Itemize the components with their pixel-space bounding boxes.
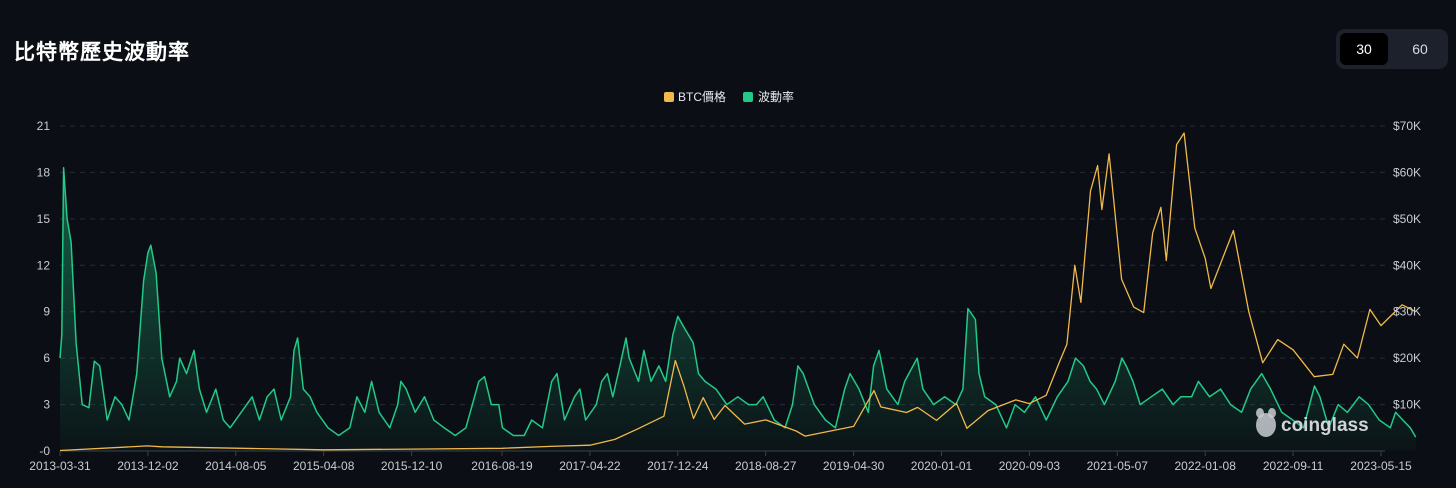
- y-axis-left: -0 3 6 9 12 15 18 21: [37, 119, 51, 458]
- volatility-line: [59, 167, 1417, 438]
- y-right-tick-label: $30K: [1393, 305, 1421, 319]
- y-left-tick-label: 18: [37, 165, 51, 179]
- x-tick-label: 2013-03-31: [29, 459, 91, 473]
- legend-label-volatility: 波動率: [758, 89, 794, 104]
- x-tick-label: 2017-04-22: [559, 459, 621, 473]
- y-right-tick-label: $10K: [1393, 398, 1421, 412]
- x-tick-label: 2018-08-27: [735, 459, 797, 473]
- x-tick-label: 2015-12-10: [381, 459, 443, 473]
- period-option-60[interactable]: 60: [1412, 41, 1428, 57]
- volatility-area: [60, 167, 1416, 452]
- btc-price-line: [59, 132, 1416, 452]
- x-tick-label: 2014-08-05: [205, 459, 267, 473]
- period-toggle: 30 60: [1336, 29, 1448, 69]
- y-axis-right: $10K $20K $30K $40K $50K $60K $70K: [1393, 119, 1421, 412]
- y-right-tick-label: $60K: [1393, 165, 1421, 179]
- y-left-tick-label: 6: [43, 351, 50, 365]
- y-right-tick-label: $40K: [1393, 258, 1421, 272]
- page-title: 比特幣歷史波動率: [14, 40, 190, 64]
- coinglass-watermark: coinglass: [1256, 408, 1369, 437]
- x-tick-label: 2022-09-11: [1263, 459, 1324, 473]
- plot-area: [59, 132, 1417, 452]
- legend-swatch-volatility: [743, 92, 753, 102]
- y-right-tick-label: $70K: [1393, 119, 1421, 133]
- x-tick-label: 2022-01-08: [1175, 459, 1237, 473]
- legend-label-price: BTC價格: [678, 89, 726, 104]
- y-left-tick-label: -0: [39, 444, 50, 458]
- x-tick-label: 2016-08-19: [471, 459, 533, 473]
- grid-lines: [60, 125, 1385, 452]
- y-left-tick-label: 3: [43, 398, 50, 412]
- watermark-text: coinglass: [1281, 415, 1369, 436]
- legend-swatch-price: [664, 92, 674, 102]
- period-option-30[interactable]: 30: [1340, 33, 1388, 65]
- y-left-tick-label: 21: [37, 119, 51, 133]
- x-tick-label: 2013-12-02: [117, 459, 179, 473]
- y-right-tick-label: $50K: [1393, 212, 1421, 226]
- x-tick-label: 2020-01-01: [911, 459, 973, 473]
- x-tick-label: 2019-04-30: [823, 459, 885, 473]
- x-tick-label: 2023-05-15: [1350, 459, 1412, 473]
- x-tick-label: 2015-04-08: [293, 459, 355, 473]
- y-left-tick-label: 15: [37, 212, 51, 226]
- x-tick-label: 2017-12-24: [647, 459, 709, 473]
- x-axis: 2013-03-31 2013-12-02 2014-08-05 2015-04-08…: [29, 451, 1412, 473]
- x-tick-label: 2021-05-07: [1087, 459, 1149, 473]
- volatility-chart: BTC價格 波動率 -0 3 6 9 12 15 18 21 $10K $20K $30K $40K…: [29, 89, 1421, 473]
- coinglass-logo-icon: [1256, 408, 1276, 437]
- y-right-tick-label: $20K: [1393, 351, 1421, 365]
- y-left-tick-label: 12: [37, 258, 51, 272]
- y-left-tick-label: 9: [43, 305, 50, 319]
- chart-legend[interactable]: BTC價格 波動率: [664, 89, 794, 104]
- x-tick-label: 2020-09-03: [999, 459, 1061, 473]
